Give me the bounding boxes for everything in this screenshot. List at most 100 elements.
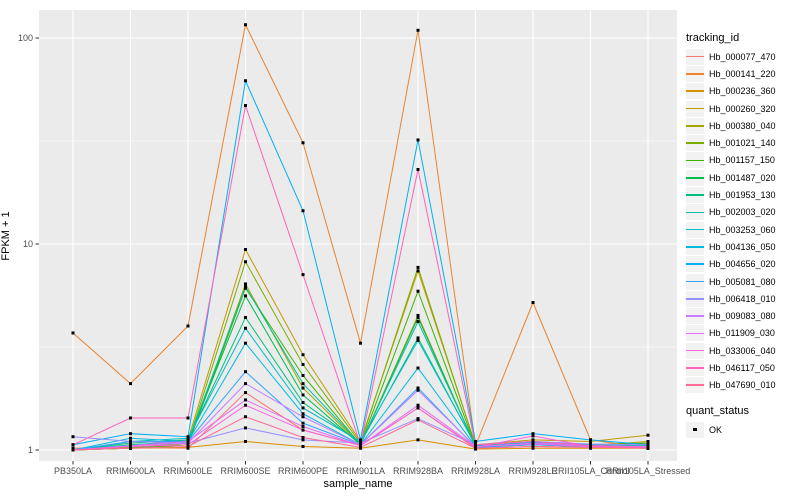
data-point-marker [301,401,305,405]
data-point-marker [129,439,132,443]
data-point-marker [301,141,305,145]
data-point-marker [531,432,535,436]
data-point-marker [646,433,650,437]
data-point-marker [646,441,650,445]
legend-key-swatch [686,256,704,273]
data-point-marker [186,444,190,448]
data-point-marker [244,439,247,443]
y-tick-label: 100 [17,32,33,43]
x-tick-label: RRIM928LE [508,466,558,476]
legend-quant-status: quant_status OK [686,404,800,438]
data-point-marker [71,443,75,447]
data-point-marker [129,446,132,450]
data-point-marker [416,438,420,442]
legend-key-swatch [686,273,704,290]
data-point-marker [416,406,420,410]
data-point-marker [186,324,190,328]
data-point-marker [301,273,305,277]
data-point-marker [416,138,420,142]
legend2-rows: OK [686,421,800,438]
legend-rows: Hb_000077_470 Hb_000141_220 Hb_000236_36… [686,48,800,394]
data-point-marker [416,265,420,269]
series-color-line-icon [686,211,704,214]
plot-panel [39,10,677,461]
x-tick-label: RRIM901LA [335,466,386,476]
data-point-marker [359,341,362,345]
data-point-marker [416,339,420,343]
data-point-marker [359,443,362,447]
series-color-line-icon [686,73,704,75]
data-point-marker [301,438,305,442]
data-point-marker [301,412,305,416]
legend-item-label: Hb_001157_150 [709,155,775,166]
legend-key-swatch [686,290,704,307]
data-point-marker [129,382,132,386]
legend-key-swatch [686,377,704,394]
data-point-marker [474,446,477,450]
legend-key-swatch [686,204,704,221]
series-color-line-icon [686,246,704,248]
legend-item-label: Hb_004136_050 [709,241,776,252]
legend-item: Hb_000236_360 [686,83,800,100]
x-tick-label: RRIM928BA [392,466,444,476]
data-point-marker [244,326,247,330]
legend-item: Hb_000380_040 [686,117,800,134]
legend-item-label: Hb_003253_060 [709,224,776,235]
series-color-line-icon [686,263,704,265]
x-tick-label: RRII105LA_Control [551,466,630,476]
data-point-marker [416,418,420,422]
data-point-marker [186,441,190,445]
data-point-marker [244,282,247,286]
x-tick-label: RRIM600SE [220,466,271,476]
legend-key-swatch [686,100,704,117]
data-point-marker [244,315,247,319]
legend-item-label: Hb_001021_140 [709,138,776,149]
legend-title: tracking_id [686,32,740,44]
legend-item: Hb_047690_010 [686,377,800,394]
series-color-line-icon [686,228,704,231]
data-point-marker [531,434,535,438]
legend-key-swatch [686,65,704,82]
legend-item: Hb_002003_020 [686,204,800,221]
data-point-marker [531,301,535,305]
data-point-marker [244,426,247,430]
data-point-marker [244,294,247,298]
data-point-marker [301,209,305,213]
x-tick-label: RRIM600PE [277,466,329,476]
y-axis-title: FPKM + 1 [0,211,12,261]
data-point-marker [301,373,305,377]
data-point-marker [244,104,247,108]
legend-tracking-id: tracking_id Hb_000077_470 Hb_000141_220 … [686,31,800,394]
data-point-marker [531,442,535,446]
legend-item-label: Hb_004656_020 [709,259,776,270]
data-point-marker [416,313,420,317]
series-color-line-icon [686,55,704,58]
legend-item: Hb_009083_080 [686,307,800,325]
data-point-marker [589,438,592,442]
data-point-marker [244,370,247,374]
legend-item-label: Hb_000260_320 [709,103,776,114]
data-point-marker [301,415,305,419]
legend-item: OK [686,421,800,438]
legend-key-swatch [686,169,704,186]
data-point-marker [244,382,247,386]
legend-key-swatch [686,83,704,100]
data-point-marker [416,336,420,340]
series-color-line-icon [686,194,704,196]
series-color-line-icon [686,176,704,179]
data-point-marker [474,439,477,443]
legend-key-swatch [686,135,704,152]
legend-item: Hb_005081_080 [686,273,800,290]
data-point-marker [531,444,535,448]
data-point-marker [301,386,305,390]
data-point-marker [589,439,592,443]
legend-item-label: Hb_000236_360 [709,86,776,97]
legend-item-label: OK [709,424,723,435]
data-point-marker [244,285,247,289]
series-color-line-icon [686,367,704,369]
legend-key-swatch [686,117,704,134]
legend-key-swatch [686,342,704,359]
data-point-marker [416,269,420,273]
legend-key-swatch [686,238,704,255]
series-color-line-icon [686,125,704,127]
